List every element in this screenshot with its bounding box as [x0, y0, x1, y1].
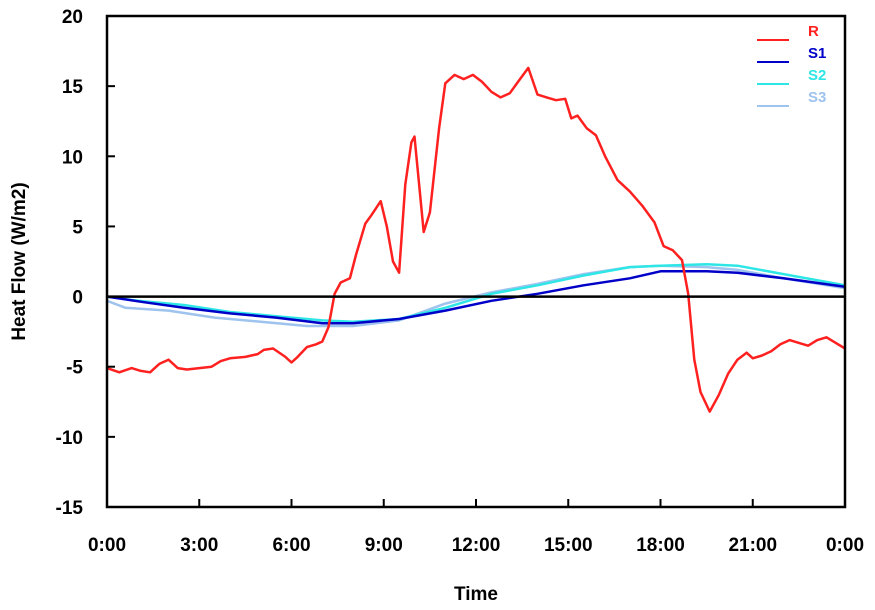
x-tick-label: 15:00	[544, 535, 593, 556]
legend-label-s2: S2	[808, 67, 826, 84]
legend-label-s3: S3	[808, 89, 826, 106]
legend-label-s1: S1	[808, 45, 826, 62]
x-tick-label: 0:00	[826, 535, 864, 556]
series-line-r	[107, 66, 845, 413]
plot-lines	[107, 66, 845, 413]
y-tick-label: 10	[62, 147, 83, 168]
x-tick-label: 21:00	[728, 535, 777, 556]
y-tick-label: 15	[62, 77, 84, 98]
x-tick-label: 18:00	[636, 535, 685, 556]
y-tick-label: -10	[56, 428, 83, 449]
x-tick-label: 9:00	[365, 535, 403, 556]
y-axis-ticks: -15 -10 -5 0 5 10 15 20	[56, 7, 115, 519]
series-line-s1	[107, 270, 845, 325]
plot-area-frame	[105, 14, 847, 509]
x-tick-label: 3:00	[180, 535, 218, 556]
y-tick-label: -5	[66, 358, 83, 379]
series-line-s2	[107, 263, 845, 324]
x-tick-label: 12:00	[452, 535, 501, 556]
y-axis-title: Heat Flow (W/m2)	[9, 182, 30, 340]
legend-label-r: R	[808, 23, 819, 40]
y-tick-label: 20	[62, 7, 83, 28]
x-tick-label: 0:00	[88, 535, 126, 556]
series-line-s3	[107, 264, 845, 328]
y-tick-label: 5	[72, 217, 83, 238]
x-axis-title: Time	[454, 584, 498, 605]
y-tick-label: -15	[56, 498, 84, 519]
x-tick-label: 6:00	[272, 535, 310, 556]
legend: R S1 S2 S3	[757, 23, 826, 107]
x-axis-ticks: 0:00 3:00 6:00 9:00 12:00 15:00 18:00 21:00 0:00	[88, 499, 864, 556]
y-tick-label: 0	[72, 288, 83, 309]
